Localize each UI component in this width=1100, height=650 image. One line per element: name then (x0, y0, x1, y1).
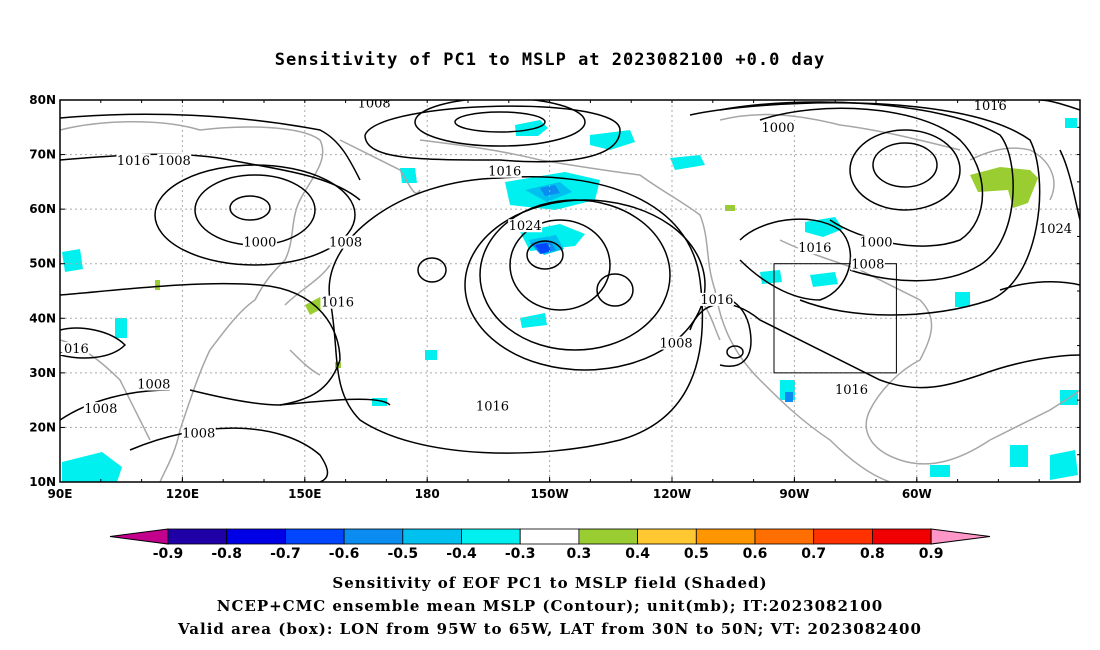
lat-tick-label: 80N (29, 93, 56, 107)
colorbar-label: -0.7 (270, 546, 301, 562)
colorbar-label: 0.8 (860, 546, 885, 562)
caption-valid-area: Valid area (box): LON from 95W to 65W, L… (178, 620, 922, 638)
lon-tick-label: 150W (530, 487, 568, 501)
contour-label: 1008 (660, 337, 693, 352)
contour-label: 1024 (509, 219, 542, 234)
colorbar-swatch (167, 528, 228, 545)
colorbar-swatch (461, 528, 521, 545)
colorbar-label: 0.7 (801, 546, 826, 562)
contour-label: 1016 (56, 342, 89, 357)
contour-label: 1016 (974, 99, 1007, 114)
contour-label: 1008 (182, 427, 215, 442)
colorbar-swatch (284, 528, 345, 545)
valid-area-box (773, 263, 897, 374)
contour-label: 1016 (117, 154, 150, 169)
axis-ticks: 90E 120E 150E 180 150W 120W 90W 60W 80N 70N 60N 50N… (29, 93, 1081, 501)
map-plot-area: 1008 1016 1016 1008 1000 1016 1024 1000 1008 1024… (56, 96, 1080, 482)
coastlines (60, 113, 1080, 482)
contour-label: 1008 (329, 236, 362, 251)
colorbar-swatch (813, 528, 873, 545)
lon-tick-label: 90W (779, 487, 809, 501)
colorbar-label: -0.8 (211, 546, 242, 562)
caption-shaded: Sensitivity of EOF PC1 to MSLP field (Sh… (332, 574, 768, 592)
colorbar-min-arrow (109, 528, 169, 545)
mslp-contours (60, 100, 1080, 482)
lat-tick-label: 70N (29, 148, 56, 162)
contour-label: 1016 (488, 165, 521, 180)
lat-tick-label: 40N (29, 311, 56, 325)
colorbar-label: -0.6 (329, 546, 360, 562)
colorbar-swatch (402, 528, 462, 545)
contour-label: 1024 (1039, 222, 1072, 237)
colorbar-label: 0.9 (919, 546, 944, 562)
contour-label: 1016 (798, 241, 831, 256)
contour-label: 1000 (762, 121, 795, 136)
colorbar-label: -0.4 (446, 546, 477, 562)
colorbar-swatch (637, 528, 697, 545)
contour-label: 1000 (859, 236, 892, 251)
colorbar-label: 0.6 (743, 546, 768, 562)
contour-label: 1008 (158, 154, 191, 169)
colorbar-swatch (872, 528, 932, 545)
contour-label: 1008 (84, 402, 117, 417)
lat-tick-label: 10N (29, 475, 56, 489)
contour-labels: 1008 1016 1016 1008 1000 1016 1024 1000 1008 1024… (56, 96, 1073, 442)
lat-tick-label: 30N (29, 366, 56, 380)
colorbar-label: 0.5 (684, 546, 709, 562)
lon-tick-label: 150E (288, 487, 321, 501)
colorbar-swatch (578, 528, 639, 545)
colorbar-label: -0.3 (505, 546, 536, 562)
colorbar-swatch (754, 528, 815, 545)
colorbar-label: 0.3 (566, 546, 591, 562)
colorbar-label: -0.9 (153, 546, 184, 562)
contour-label: 1008 (358, 96, 391, 111)
chart-title: Sensitivity of PC1 to MSLP at 2023082100… (274, 50, 826, 70)
colorbar-max-arrow (930, 528, 991, 545)
lon-tick-label: 120E (166, 487, 199, 501)
caption-contour: NCEP+CMC ensemble mean MSLP (Contour); u… (216, 597, 884, 615)
lon-tick-label: 60W (902, 487, 932, 501)
contour-label: 1016 (700, 293, 733, 308)
contour-label: 1008 (851, 257, 884, 272)
sensitivity-shading (62, 118, 1078, 482)
colorbar-label: -0.5 (387, 546, 418, 562)
colorbar-swatch (343, 528, 404, 545)
colorbar-swatch (695, 528, 756, 545)
contour-label: 1008 (137, 378, 170, 393)
colorbar-label: 0.4 (625, 546, 650, 562)
lon-tick-label: 180 (415, 487, 440, 501)
contour-label: 1016 (321, 296, 354, 311)
contour-label: 1016 (476, 399, 509, 414)
contour-label: 1000 (243, 236, 276, 251)
contour-label: 1016 (835, 383, 868, 398)
lon-tick-label: 90E (48, 487, 73, 501)
lon-tick-label: 120W (653, 487, 691, 501)
colorbar-swatch (519, 528, 580, 545)
lat-tick-label: 60N (29, 202, 56, 216)
colorbar: -0.9 -0.8 -0.7 -0.6 -0.5 -0.4 -0.3 0.3 0.4 0.5 0.6… (109, 528, 991, 562)
lat-tick-label: 20N (29, 420, 56, 434)
colorbar-swatch (226, 528, 286, 545)
lat-tick-label: 50N (29, 257, 56, 271)
